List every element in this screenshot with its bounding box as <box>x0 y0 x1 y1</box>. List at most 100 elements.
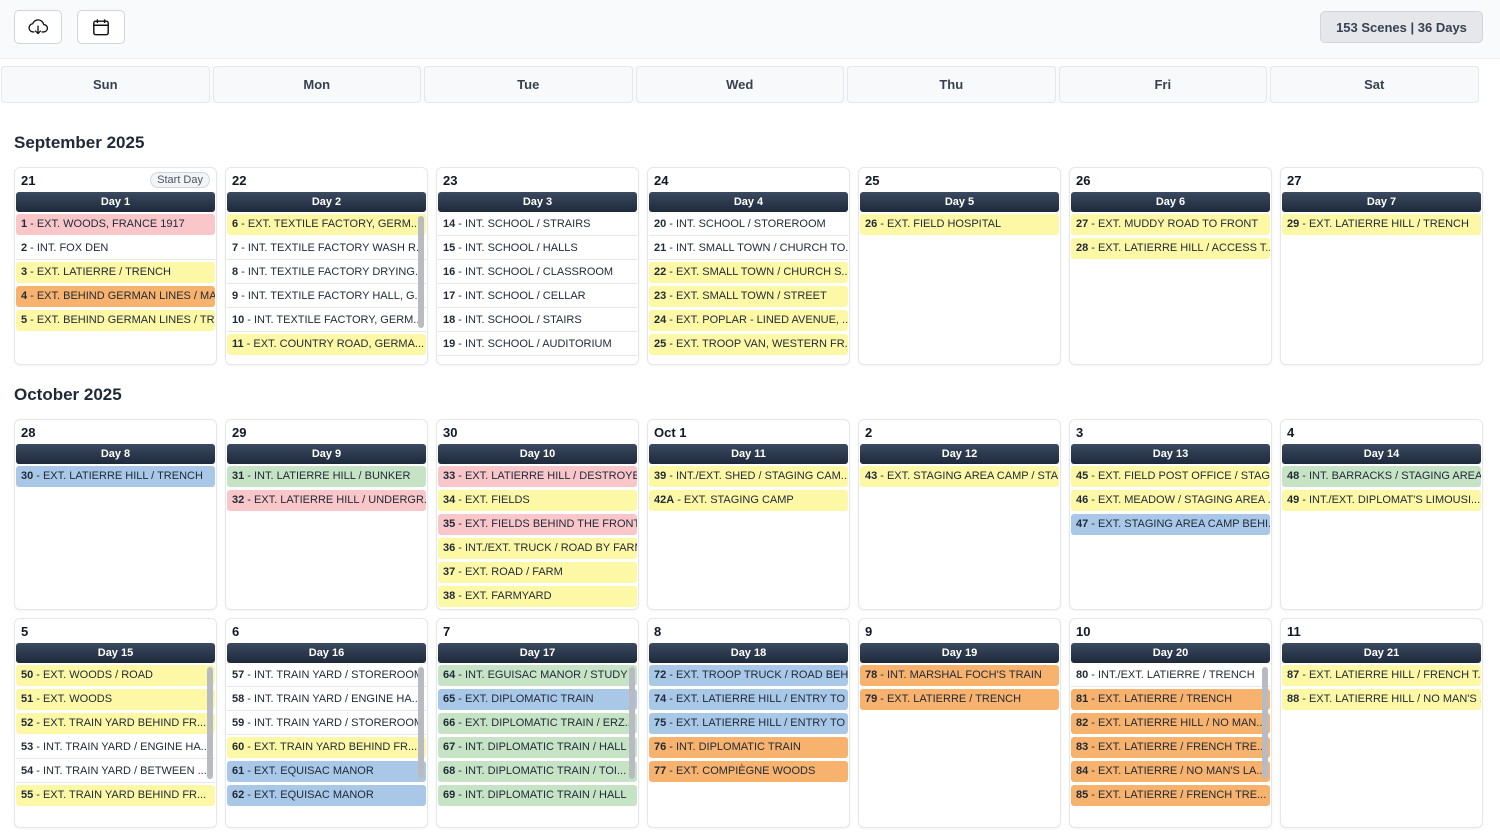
calendar-button[interactable] <box>77 10 125 44</box>
scene-strip[interactable]: 64- INT. EGUISAC MANOR / STUDY <box>438 665 637 686</box>
scene-strip[interactable]: 37- EXT. ROAD / FARM <box>438 562 637 583</box>
scene-strip[interactable]: 43- EXT. STAGING AREA CAMP / STA... <box>860 466 1059 487</box>
scene-strip[interactable]: 3- EXT. LATIERRE / TRENCH <box>16 262 215 283</box>
day-cell[interactable]: 23 Day 3 14- INT. SCHOOL / STRAIRS 15- INT.… <box>436 167 639 365</box>
scene-strip[interactable]: 19- INT. SCHOOL / AUDITORIUM <box>438 334 637 356</box>
scene-strip[interactable]: 23- EXT. SMALL TOWN / STREET <box>649 286 848 307</box>
scene-strip[interactable]: 68- INT. DIPLOMATIC TRAIN / TOI... <box>438 761 637 782</box>
scene-strip[interactable]: 11- EXT. COUNTRY ROAD, GERMA... <box>227 334 426 355</box>
scene-strip[interactable]: 16- INT. SCHOOL / CLASSROOM <box>438 262 637 284</box>
scene-strip[interactable]: 9- INT. TEXTILE FACTORY HALL, G... <box>227 286 426 308</box>
scene-strip[interactable]: 59- INT. TRAIN YARD / STOREROOM <box>227 713 426 735</box>
scene-strip[interactable]: 60- EXT. TRAIN YARD BEHIND FR... <box>227 737 426 758</box>
scene-strip[interactable]: 88- EXT. LATIERRE HILL / NO MAN'S ... <box>1282 689 1481 710</box>
scene-strip[interactable]: 28- EXT. LATIERRE HILL / ACCESS T... <box>1071 238 1270 259</box>
scene-strip[interactable]: 17- INT. SCHOOL / CELLAR <box>438 286 637 308</box>
scene-strip[interactable]: 42A - EXT. STAGING CAMP <box>649 490 848 511</box>
scene-strip[interactable]: 29- EXT. LATIERRE HILL / TRENCH <box>1282 214 1481 235</box>
day-cell[interactable]: 4 Day 14 48- INT. BARRACKS / STAGING AREA.… <box>1280 419 1483 610</box>
scene-strip[interactable]: 72- EXT. TROOP TRUCK / ROAD BEHI... <box>649 665 848 686</box>
day-cell[interactable]: 2 Day 12 43- EXT. STAGING AREA CAMP / STA.… <box>858 419 1061 610</box>
day-cell[interactable]: 8 Day 18 72- EXT. TROOP TRUCK / ROAD BEHI.… <box>647 618 850 828</box>
scene-strip[interactable]: 49- INT./EXT. DIPLOMAT'S LIMOUSI... <box>1282 490 1481 511</box>
scene-strip[interactable]: 24- EXT. POPLAR - LINED AVENUE, ... <box>649 310 848 331</box>
scene-strip[interactable]: 51- EXT. WOODS <box>16 689 215 710</box>
scene-strip[interactable]: 39- INT./EXT. SHED / STAGING CAM... <box>649 466 848 487</box>
scene-strip[interactable]: 54- INT. TRAIN YARD / BETWEEN ... <box>16 761 215 783</box>
day-cell[interactable]: 25 Day 5 26- EXT. FIELD HOSPITAL <box>858 167 1061 365</box>
scene-strip[interactable]: 15- INT. SCHOOL / HALLS <box>438 238 637 260</box>
scene-strip[interactable]: 47- EXT. STAGING AREA CAMP BEHI... <box>1071 514 1270 535</box>
scene-strip[interactable]: 84- EXT. LATIERRE / NO MAN'S LA... <box>1071 761 1270 782</box>
summary-button[interactable]: 153 Scenes | 36 Days <box>1320 11 1483 43</box>
scene-strip[interactable]: 14- INT. SCHOOL / STRAIRS <box>438 214 637 236</box>
scene-strip[interactable]: 7- INT. TEXTILE FACTORY WASH R... <box>227 238 426 260</box>
scene-strip[interactable]: 75- EXT. LATIERRE HILL / ENTRY TO ... <box>649 713 848 734</box>
scene-strip[interactable]: 31- INT. LATIERRE HILL / BUNKER <box>227 466 426 487</box>
scene-strip[interactable]: 6- EXT. TEXTILE FACTORY, GERM... <box>227 214 426 235</box>
scene-strip[interactable]: 50- EXT. WOODS / ROAD <box>16 665 215 686</box>
scene-strip[interactable]: 30- EXT. LATIERRE HILL / TRENCH <box>16 466 215 487</box>
scene-strip[interactable]: 55- EXT. TRAIN YARD BEHIND FR... <box>16 785 215 806</box>
day-cell[interactable]: 7 Day 17 64- INT. EGUISAC MANOR / STUDY 65-… <box>436 618 639 828</box>
scene-strip[interactable]: 18- INT. SCHOOL / STAIRS <box>438 310 637 332</box>
day-cell[interactable]: 24 Day 4 20- INT. SCHOOL / STOREROOM 21- IN… <box>647 167 850 365</box>
day-cell[interactable]: 6 Day 16 57- INT. TRAIN YARD / STOREROOM 58… <box>225 618 428 828</box>
scene-strip[interactable]: 58- INT. TRAIN YARD / ENGINE HA... <box>227 689 426 711</box>
day-cell[interactable]: 28 Day 8 30- EXT. LATIERRE HILL / TRENCH <box>14 419 217 610</box>
scene-strip[interactable]: 8- INT. TEXTILE FACTORY DRYING... <box>227 262 426 284</box>
scene-strip[interactable]: 38- EXT. FARMYARD <box>438 586 637 607</box>
scene-strip[interactable]: 36- INT./EXT. TRUCK / ROAD BY FARM <box>438 538 637 559</box>
day-cell[interactable]: 11 Day 21 87- EXT. LATIERRE HILL / FRENCH … <box>1280 618 1483 828</box>
scene-strip[interactable]: 87- EXT. LATIERRE HILL / FRENCH T... <box>1282 665 1481 686</box>
scene-strip[interactable]: 85- EXT. LATIERRE / FRENCH TRE... <box>1071 785 1270 806</box>
scene-strip[interactable]: 81- EXT. LATIERRE / TRENCH <box>1071 689 1270 710</box>
scene-strip[interactable]: 26- EXT. FIELD HOSPITAL <box>860 214 1059 235</box>
scene-strip[interactable]: 46- EXT. MEADOW / STAGING AREA ... <box>1071 490 1270 511</box>
scene-strip[interactable]: 48- INT. BARRACKS / STAGING AREA... <box>1282 466 1481 487</box>
scene-strip[interactable]: 33- EXT. LATIERRE HILL / DESTROYE... <box>438 466 637 487</box>
scene-strip[interactable]: 34- EXT. FIELDS <box>438 490 637 511</box>
scene-strip[interactable]: 82- EXT. LATIERRE HILL / NO MAN... <box>1071 713 1270 734</box>
scene-strip[interactable]: 61- EXT. EQUISAC MANOR <box>227 761 426 782</box>
download-button[interactable] <box>14 10 62 44</box>
scene-strip[interactable]: 69- INT. DIPLOMATIC TRAIN / HALL <box>438 785 637 806</box>
scene-strip[interactable]: 4- EXT. BEHIND GERMAN LINES / MA... <box>16 286 215 307</box>
scene-strip[interactable]: 10- INT. TEXTILE FACTORY, GERM... <box>227 310 426 332</box>
day-cell[interactable]: 3 Day 13 45- EXT. FIELD POST OFFICE / STAG… <box>1069 419 1272 610</box>
scene-strip[interactable]: 80- INT./EXT. LATIERRE / TRENCH <box>1071 665 1270 687</box>
day-cell[interactable]: 26 Day 6 27- EXT. MUDDY ROAD TO FRONT 28- E… <box>1069 167 1272 365</box>
scene-strip[interactable]: 1- EXT. WOODS, FRANCE 1917 <box>16 214 215 235</box>
scene-strip[interactable]: 35- EXT. FIELDS BEHIND THE FRONT <box>438 514 637 535</box>
scene-strip[interactable]: 78- INT. MARSHAL FOCH'S TRAIN <box>860 665 1059 686</box>
scene-strip[interactable]: 20- INT. SCHOOL / STOREROOM <box>649 214 848 236</box>
scene-strip[interactable]: 57- INT. TRAIN YARD / STOREROOM <box>227 665 426 687</box>
scene-strip[interactable]: 74- EXT. LATIERRE HILL / ENTRY TO ... <box>649 689 848 710</box>
scene-strip[interactable]: 32- EXT. LATIERRE HILL / UNDERGR... <box>227 490 426 511</box>
scene-strip[interactable]: 66- EXT. DIPLOMATIC TRAIN / ERZ... <box>438 713 637 734</box>
scene-strip[interactable]: 79- EXT. LATIERRE / TRENCH <box>860 689 1059 710</box>
scene-strip[interactable]: 2- INT. FOX DEN <box>16 238 215 260</box>
day-cell[interactable]: 29 Day 9 31- INT. LATIERRE HILL / BUNKER 32… <box>225 419 428 610</box>
day-cell[interactable]: 27 Day 7 29- EXT. LATIERRE HILL / TRENCH <box>1280 167 1483 365</box>
scene-strip[interactable]: 21- INT. SMALL TOWN / CHURCH TO... <box>649 238 848 260</box>
scene-strip[interactable]: 22- EXT. SMALL TOWN / CHURCH S... <box>649 262 848 283</box>
day-cell[interactable]: 10 Day 20 80- INT./EXT. LATIERRE / TRENCH 8… <box>1069 618 1272 828</box>
day-cell[interactable]: 5 Day 15 50- EXT. WOODS / ROAD 51- EXT. WOO… <box>14 618 217 828</box>
day-cell[interactable]: 30 Day 10 33- EXT. LATIERRE HILL / DESTROY… <box>436 419 639 610</box>
scene-strip[interactable]: 27- EXT. MUDDY ROAD TO FRONT <box>1071 214 1270 235</box>
scene-strip[interactable]: 45- EXT. FIELD POST OFFICE / STAGI... <box>1071 466 1270 487</box>
day-cell[interactable]: 9 Day 19 78- INT. MARSHAL FOCH'S TRAIN 79- … <box>858 618 1061 828</box>
scene-strip[interactable]: 83- EXT. LATIERRE / FRENCH TRE... <box>1071 737 1270 758</box>
scene-strip[interactable]: 67- INT. DIPLOMATIC TRAIN / HALL <box>438 737 637 758</box>
scene-strip[interactable]: 25- EXT. TROOP VAN, WESTERN FR... <box>649 334 848 355</box>
scene-strip[interactable]: 65- EXT. DIPLOMATIC TRAIN <box>438 689 637 710</box>
scene-strip[interactable]: 62- EXT. EQUISAC MANOR <box>227 785 426 806</box>
scene-strip[interactable]: 76- INT. DIPLOMATIC TRAIN <box>649 737 848 758</box>
scene-strip[interactable]: 52- EXT. TRAIN YARD BEHIND FR... <box>16 713 215 734</box>
scene-strip[interactable]: 77- EXT. COMPIÈGNE WOODS <box>649 761 848 782</box>
day-cell[interactable]: Oct 1 Day 11 39- INT./EXT. SHED / STAGING … <box>647 419 850 610</box>
scene-strip[interactable]: 53- INT. TRAIN YARD / ENGINE HA... <box>16 737 215 759</box>
